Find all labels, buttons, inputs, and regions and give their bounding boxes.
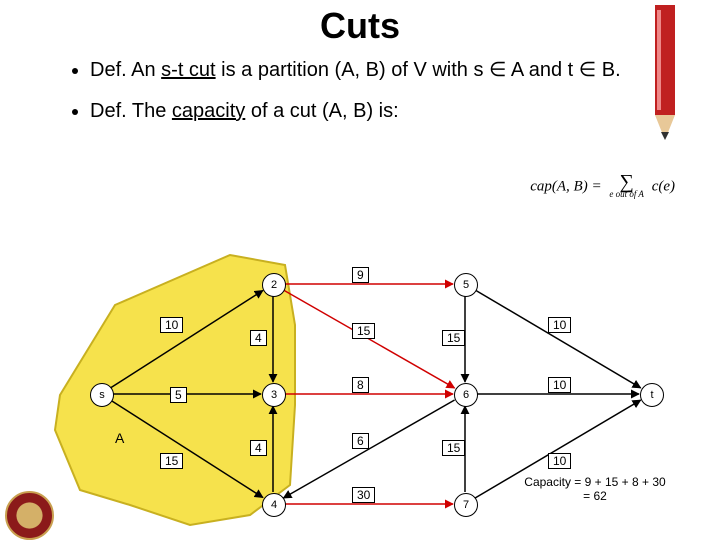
capacity-formula: cap(A, B) = ∑ e out of A c(e) bbox=[530, 175, 675, 199]
page-title: Cuts bbox=[0, 5, 720, 47]
edge-label: 10 bbox=[160, 317, 183, 333]
node-s: s bbox=[90, 383, 114, 407]
b1-rest: is a partition (A, B) of V with s ∈ A an… bbox=[216, 59, 621, 81]
b2-term: capacity bbox=[172, 100, 245, 122]
edge-label: 15 bbox=[442, 440, 465, 456]
graph-diagram: A s 2 3 4 5 6 7 t 10 5 15 4 4 9 15 8 6 30 15 15 10 10 10 Capa… bbox=[0, 235, 720, 545]
edge-label: 4 bbox=[250, 440, 267, 456]
node-n4: 4 bbox=[262, 493, 286, 517]
node-n7: 7 bbox=[454, 493, 478, 517]
node-n6: 6 bbox=[454, 383, 478, 407]
b2-rest: of a cut (A, B) is: bbox=[245, 100, 398, 122]
edge-label: 10 bbox=[548, 317, 571, 333]
bullet-1: Def. An s-t cut is a partition (A, B) of… bbox=[90, 57, 680, 82]
formula-sub: e out of A bbox=[609, 189, 644, 199]
university-seal-icon bbox=[5, 491, 54, 540]
node-t: t bbox=[640, 383, 664, 407]
edge-label: 4 bbox=[250, 330, 267, 346]
capacity-caption: Capacity = 9 + 15 + 8 + 30 = 62 bbox=[510, 475, 680, 503]
set-a-label: A bbox=[115, 430, 124, 446]
edge-label: 10 bbox=[548, 453, 571, 469]
edge bbox=[283, 290, 454, 388]
edge-label: 15 bbox=[352, 323, 375, 339]
node-n2: 2 bbox=[262, 273, 286, 297]
node-n5: 5 bbox=[454, 273, 478, 297]
pencil-icon bbox=[650, 5, 680, 155]
edge-label: 15 bbox=[442, 330, 465, 346]
formula-lhs: cap(A, B) = bbox=[530, 178, 601, 194]
edge-label: 5 bbox=[170, 387, 187, 403]
edge-label: 6 bbox=[352, 433, 369, 449]
edge-label: 9 bbox=[352, 267, 369, 283]
b2-prefix: Def. The bbox=[90, 100, 172, 122]
caption-line1: Capacity = 9 + 15 + 8 + 30 bbox=[510, 475, 680, 489]
edge-label: 30 bbox=[352, 487, 375, 503]
edge bbox=[283, 400, 454, 498]
caption-line2: = 62 bbox=[510, 489, 680, 503]
edge-label: 8 bbox=[352, 377, 369, 393]
edge-label: 10 bbox=[548, 377, 571, 393]
edge bbox=[475, 290, 640, 388]
edge-label: 15 bbox=[160, 453, 183, 469]
formula-sum: ∑ bbox=[609, 175, 644, 189]
bullet-list: Def. An s-t cut is a partition (A, B) of… bbox=[50, 57, 680, 123]
node-n3: 3 bbox=[262, 383, 286, 407]
b1-prefix: Def. An bbox=[90, 59, 161, 81]
b1-term: s-t cut bbox=[161, 59, 215, 81]
bullet-2: Def. The capacity of a cut (A, B) is: bbox=[90, 100, 680, 123]
formula-rhs: c(e) bbox=[652, 178, 675, 194]
